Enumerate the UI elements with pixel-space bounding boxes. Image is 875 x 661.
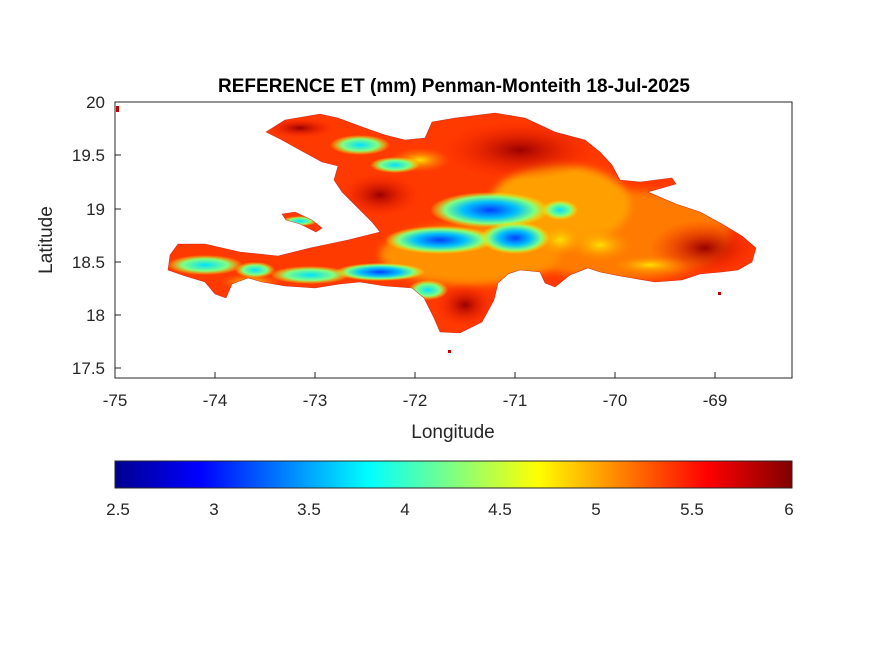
x-tick-label: -70 [603, 391, 628, 410]
map-speck-3 [718, 292, 721, 295]
y-axis-label: Latitude [36, 206, 57, 274]
map-title: REFERENCE ET (mm) Penman-Monteith 18-Jul… [218, 76, 690, 97]
colorbar-tick-label: 4.5 [488, 500, 512, 519]
y-tick-label: 19 [86, 200, 105, 219]
x-axis-label: Longitude [411, 422, 494, 443]
y-tick-label: 18.5 [72, 253, 105, 272]
x-tick-label: -73 [303, 391, 328, 410]
y-tick-label: 19.5 [72, 146, 105, 165]
map-speck [116, 106, 119, 112]
x-tick-label: -71 [503, 391, 528, 410]
y-tick-label: 18 [86, 306, 105, 325]
x-tick-label: -72 [403, 391, 428, 410]
colorbar-tick-label: 3 [209, 500, 218, 519]
x-tick-label: -75 [103, 391, 128, 410]
colorbar-tick-label: 3.5 [297, 500, 321, 519]
colorbar-tick-label: 4 [400, 500, 409, 519]
colorbar-tick-label: 5 [591, 500, 600, 519]
colorbar-tick-label: 2.5 [106, 500, 130, 519]
x-tick-label: -69 [703, 391, 728, 410]
x-tick-label: -74 [203, 391, 228, 410]
colorbar-tick-label: 5.5 [680, 500, 704, 519]
y-tick-label: 17.5 [72, 359, 105, 378]
colorbar-ticks: 2.5 3 3.5 4 4.5 5 5.5 6 [106, 500, 794, 519]
colorbar [114, 460, 793, 489]
x-axis: -75 -74 -73 -72 -71 -70 -69 [103, 372, 728, 410]
colorbar-tick-label: 6 [784, 500, 793, 519]
y-axis: 20 19.5 19 18.5 18 17.5 [72, 93, 121, 378]
y-tick-label: 20 [86, 93, 105, 112]
map-speck-2 [448, 350, 451, 353]
